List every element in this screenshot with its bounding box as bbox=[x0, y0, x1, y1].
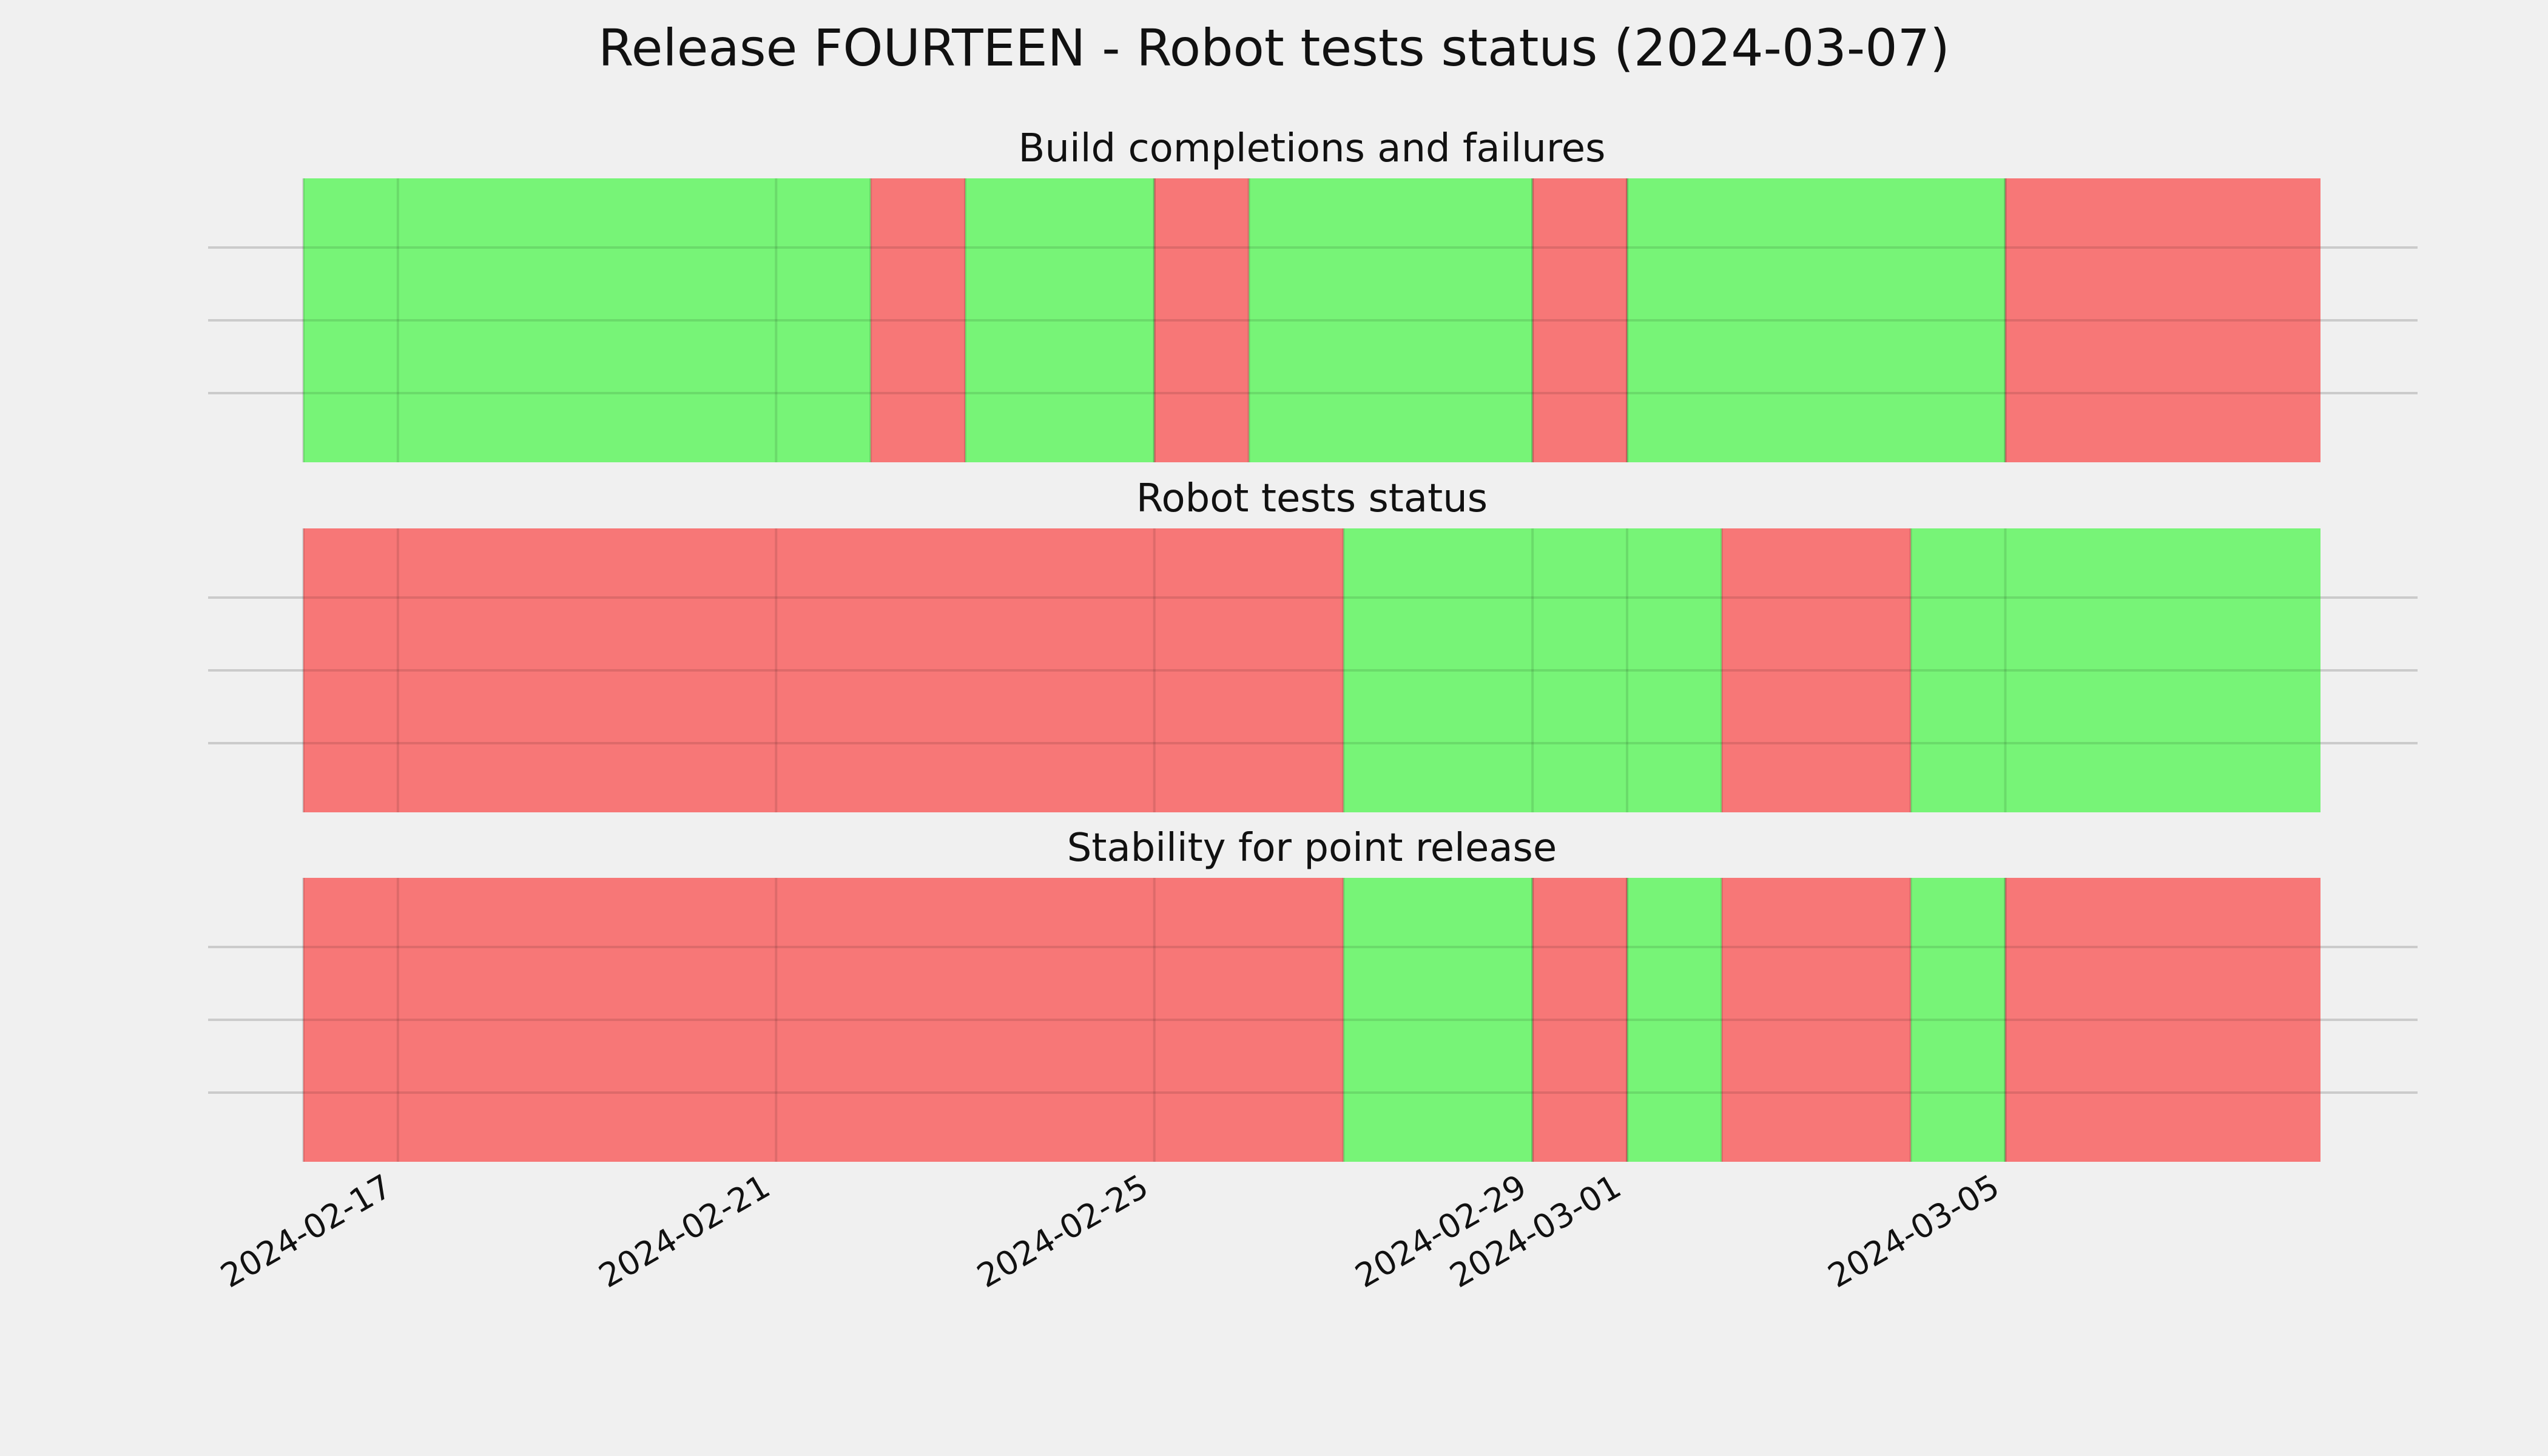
status-segment-pass bbox=[965, 178, 1154, 462]
status-segment-fail bbox=[303, 878, 1344, 1162]
x-tick-label: 2024-02-17 bbox=[214, 1167, 398, 1295]
status-segment-pass bbox=[1343, 528, 1722, 812]
status-segment-pass bbox=[1249, 178, 1533, 462]
status-segment-fail bbox=[871, 178, 966, 462]
panel-title: Stability for point release bbox=[1067, 826, 1557, 871]
status-segment-pass bbox=[1910, 878, 2006, 1162]
status-segment-fail bbox=[1532, 178, 1628, 462]
chart-title: Release FOURTEEN - Robot tests status (2… bbox=[598, 18, 1950, 78]
status-segment-pass bbox=[303, 178, 871, 462]
panel-title: Robot tests status bbox=[1136, 476, 1488, 521]
status-segment-fail bbox=[2005, 878, 2320, 1162]
x-tick-label: 2024-02-25 bbox=[971, 1167, 1154, 1295]
status-segment-pass bbox=[1627, 878, 1722, 1162]
status-segment-fail bbox=[1721, 878, 1911, 1162]
x-tick-label: 2024-02-21 bbox=[593, 1167, 777, 1295]
status-segment-pass bbox=[1627, 178, 2006, 462]
panel-title: Build completions and failures bbox=[1019, 126, 1606, 171]
status-segment-fail bbox=[2005, 178, 2320, 462]
status-segment-fail bbox=[1532, 878, 1628, 1162]
status-segment-pass bbox=[1910, 528, 2320, 812]
status-segment-pass bbox=[1343, 878, 1533, 1162]
x-tick-label: 2024-03-05 bbox=[1822, 1167, 2006, 1295]
status-segment-fail bbox=[1154, 178, 1249, 462]
status-segment-fail bbox=[1721, 528, 1911, 812]
status-segment-fail bbox=[303, 528, 1344, 812]
